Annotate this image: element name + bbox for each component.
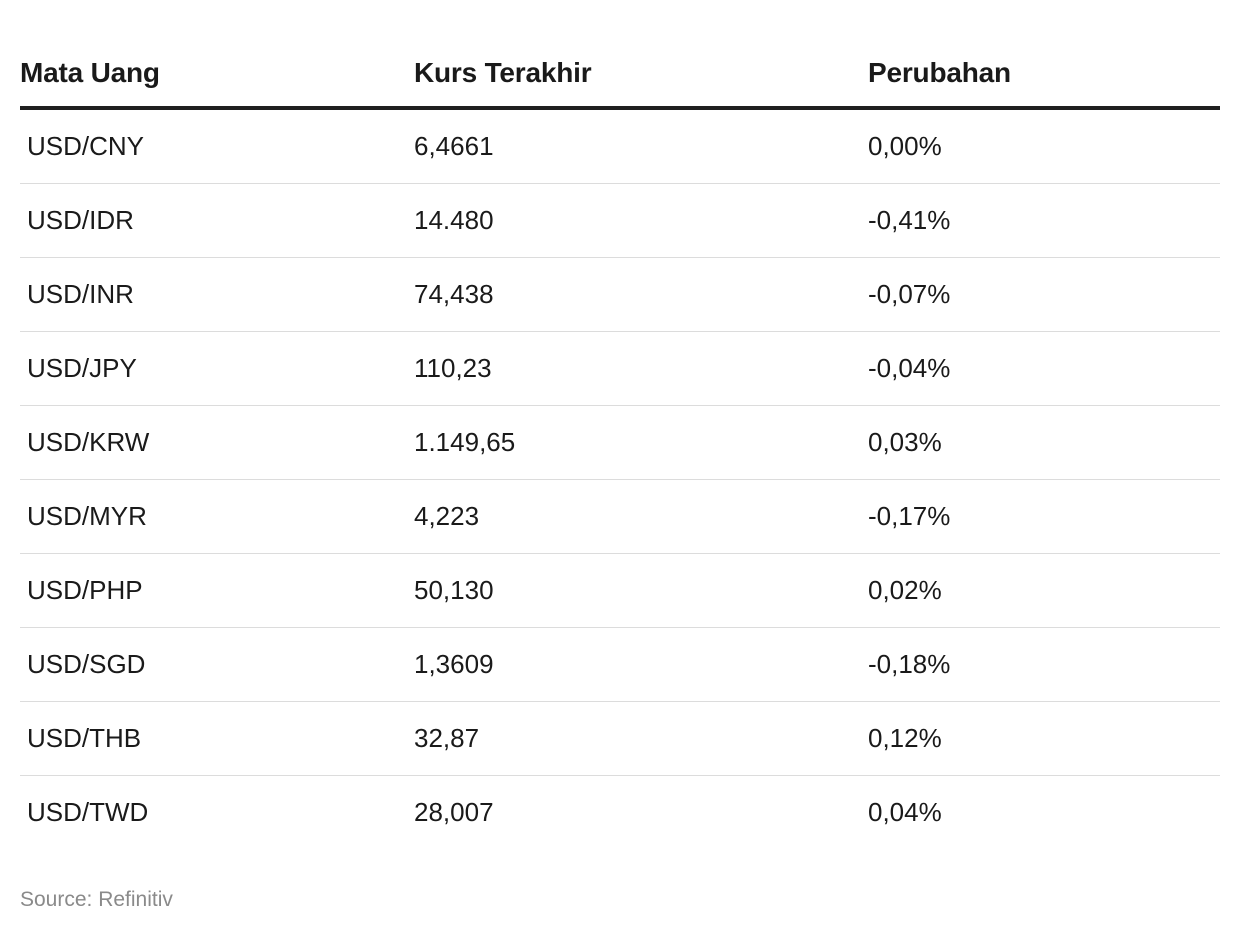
table-row: USD/INR 74,438 -0,07% — [20, 257, 1220, 332]
table-row: USD/THB 32,87 0,12% — [20, 701, 1220, 776]
currency-pair-cell: USD/JPY — [20, 331, 414, 406]
rate-cell: 1,3609 — [414, 627, 868, 702]
table-row: USD/IDR 14.480 -0,41% — [20, 183, 1220, 258]
header-row: Mata Uang Kurs Terakhir Perubahan — [20, 40, 1220, 110]
header-change: Perubahan — [868, 40, 1220, 110]
change-cell: -0,07% — [868, 257, 1220, 332]
exchange-rate-table: Mata Uang Kurs Terakhir Perubahan USD/CN… — [20, 40, 1220, 849]
exchange-rate-table-container: Mata Uang Kurs Terakhir Perubahan USD/CN… — [20, 40, 1220, 849]
change-cell: 0,12% — [868, 701, 1220, 776]
rate-cell: 28,007 — [414, 797, 494, 827]
source-note: Source: Refinitiv — [20, 888, 173, 911]
change-cell: 0,02% — [868, 553, 1220, 628]
table-header: Mata Uang Kurs Terakhir Perubahan — [20, 40, 1220, 110]
change-cell: 0,04% — [868, 797, 942, 827]
table-row: USD/JPY 110,23 -0,04% — [20, 331, 1220, 406]
rate-cell: 1.149,65 — [414, 405, 868, 480]
rate-cell: 110,23 — [414, 331, 868, 406]
rate-cell: 74,438 — [414, 257, 868, 332]
currency-pair-cell: USD/TWD — [27, 797, 149, 827]
change-cell: -0,41% — [868, 183, 1220, 258]
currency-pair-cell: USD/IDR — [20, 183, 414, 258]
rate-cell: 14.480 — [414, 183, 868, 258]
currency-pair-cell: USD/THB — [20, 701, 414, 776]
currency-pair-cell: USD/SGD — [20, 627, 414, 702]
table-row: USD/TWD 28,007 0,04% — [20, 776, 1220, 850]
rate-cell: 4,223 — [414, 479, 868, 554]
rate-cell: 32,87 — [414, 701, 868, 776]
table-row: USD/PHP 50,130 0,02% — [20, 553, 1220, 628]
change-cell: -0,18% — [868, 627, 1220, 702]
change-cell: -0,04% — [868, 331, 1220, 406]
currency-pair-cell: USD/MYR — [20, 479, 414, 554]
change-cell: 0,00% — [868, 108, 1220, 184]
table-row: USD/MYR 4,223 -0,17% — [20, 479, 1220, 554]
currency-pair-cell: USD/CNY — [20, 108, 414, 184]
rate-cell: 50,130 — [414, 553, 868, 628]
change-cell: 0,03% — [868, 405, 1220, 480]
table-row: USD/SGD 1,3609 -0,18% — [20, 627, 1220, 702]
change-cell: -0,17% — [868, 479, 1220, 554]
table-row: USD/KRW 1.149,65 0,03% — [20, 405, 1220, 480]
currency-pair-cell: USD/INR — [20, 257, 414, 332]
table-row: USD/CNY 6,4661 0,00% — [20, 108, 1220, 184]
currency-pair-cell: USD/PHP — [20, 553, 414, 628]
header-currency: Mata Uang — [20, 40, 414, 110]
header-last-rate: Kurs Terakhir — [414, 40, 868, 110]
currency-pair-cell: USD/KRW — [20, 405, 414, 480]
table-body: USD/CNY 6,4661 0,00% USD/IDR 14.480 -0,4… — [20, 108, 1220, 849]
rate-cell: 6,4661 — [414, 108, 868, 184]
